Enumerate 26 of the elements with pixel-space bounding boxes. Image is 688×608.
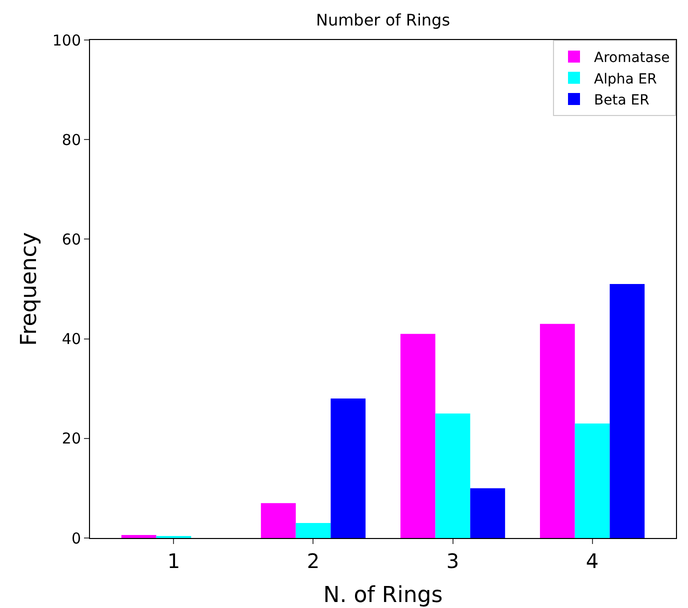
x-tick-label: 3 bbox=[446, 549, 460, 573]
bar bbox=[470, 488, 506, 538]
bar bbox=[296, 523, 331, 538]
x-tick-label: 1 bbox=[167, 549, 180, 573]
legend-label: Beta ER bbox=[594, 92, 650, 108]
y-tick-label: 20 bbox=[62, 430, 81, 448]
chart-title: Number of Rings bbox=[316, 10, 450, 30]
y-tick-label: 40 bbox=[62, 330, 81, 348]
y-tick-label: 0 bbox=[71, 529, 81, 548]
bar bbox=[435, 414, 470, 538]
x-tick-label: 4 bbox=[586, 549, 599, 573]
bar bbox=[330, 398, 366, 538]
bar bbox=[121, 535, 156, 538]
bar bbox=[540, 324, 575, 538]
legend-label: Aromatase bbox=[594, 50, 670, 66]
y-tick-label: 60 bbox=[62, 230, 81, 248]
bar bbox=[400, 334, 436, 538]
legend-label: Alpha ER bbox=[594, 71, 658, 88]
bar bbox=[610, 284, 645, 538]
bar bbox=[574, 423, 610, 538]
y-tick-label: 80 bbox=[62, 130, 81, 149]
x-tick-label: 2 bbox=[306, 549, 320, 573]
bar bbox=[260, 503, 296, 538]
y-axis-title: Frequency bbox=[17, 232, 42, 346]
y-tick-label: 100 bbox=[52, 31, 81, 50]
x-axis-title: N. of Rings bbox=[323, 583, 443, 608]
